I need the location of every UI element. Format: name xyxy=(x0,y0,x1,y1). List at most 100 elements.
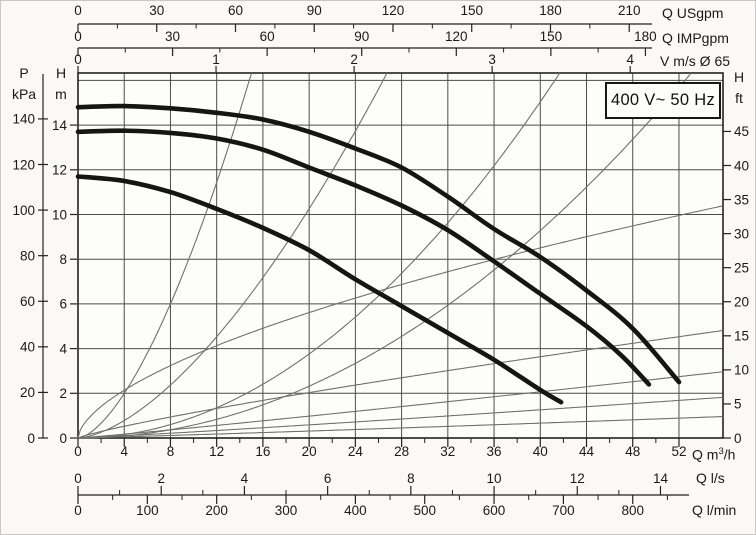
svg-text:25: 25 xyxy=(734,260,749,275)
svg-text:800: 800 xyxy=(621,503,644,518)
reference-curve xyxy=(77,72,253,439)
svg-text:200: 200 xyxy=(205,503,228,518)
svg-text:30: 30 xyxy=(165,29,180,44)
svg-text:14: 14 xyxy=(52,118,68,133)
svg-text:6: 6 xyxy=(324,471,332,486)
svg-text:0: 0 xyxy=(74,471,82,486)
svg-text:20: 20 xyxy=(302,444,317,459)
svg-text:4: 4 xyxy=(59,341,67,356)
svg-text:48: 48 xyxy=(625,444,640,459)
svg-text:36: 36 xyxy=(487,444,502,459)
reference-curve xyxy=(77,329,723,439)
pressure-axis-unit: P kPa xyxy=(5,63,43,105)
svg-text:10: 10 xyxy=(52,207,67,222)
pump-curve-low xyxy=(75,174,564,405)
svg-text:60: 60 xyxy=(260,29,275,44)
reference-curve xyxy=(77,205,724,439)
grid xyxy=(77,72,724,439)
svg-text:0: 0 xyxy=(74,503,82,518)
impgpm-axis-label: Q IMPgpm xyxy=(662,30,729,46)
svg-text:0: 0 xyxy=(74,52,82,67)
svg-text:30: 30 xyxy=(149,3,164,18)
svg-text:12: 12 xyxy=(209,444,224,459)
flow-ls-axis-label: Q l/s xyxy=(696,470,725,486)
svg-text:10: 10 xyxy=(487,471,502,486)
svg-text:0: 0 xyxy=(59,431,67,446)
pump-curve-high xyxy=(75,103,682,385)
head-m-unit-line2: m xyxy=(55,86,67,102)
svg-text:15: 15 xyxy=(734,329,749,344)
svg-text:100: 100 xyxy=(136,503,159,518)
usgpm-axis-label: Q USgpm xyxy=(662,5,724,21)
svg-text:0: 0 xyxy=(74,29,82,44)
superscript-3: 3 xyxy=(718,446,724,457)
svg-text:90: 90 xyxy=(307,3,322,18)
reference-curve xyxy=(78,416,723,439)
pressure-unit-line2: kPa xyxy=(11,86,37,102)
reference-curve xyxy=(78,72,692,439)
svg-text:40: 40 xyxy=(20,340,35,355)
svg-text:100: 100 xyxy=(12,203,35,218)
svg-text:44: 44 xyxy=(579,444,595,459)
svg-text:600: 600 xyxy=(483,503,506,518)
svg-text:35: 35 xyxy=(734,192,749,207)
svg-text:6: 6 xyxy=(59,297,67,312)
reference-curve xyxy=(77,371,723,439)
head-m-axis-unit: H m xyxy=(48,63,74,105)
svg-text:700: 700 xyxy=(552,503,575,518)
svg-text:180: 180 xyxy=(539,3,562,18)
svg-text:24: 24 xyxy=(348,444,364,459)
pressure-unit-line1: P xyxy=(19,65,29,81)
svg-text:45: 45 xyxy=(734,124,749,139)
svg-text:28: 28 xyxy=(394,444,409,459)
svg-text:500: 500 xyxy=(413,503,436,518)
svg-text:2: 2 xyxy=(157,471,165,486)
svg-text:60: 60 xyxy=(20,294,35,309)
svg-text:300: 300 xyxy=(275,503,298,518)
svg-text:0: 0 xyxy=(74,3,82,18)
svg-text:52: 52 xyxy=(671,444,686,459)
svg-text:8: 8 xyxy=(59,252,67,267)
svg-text:400: 400 xyxy=(344,503,367,518)
flow-m3h-axis-label: Q m3/h xyxy=(692,446,736,463)
svg-text:2: 2 xyxy=(350,52,358,67)
svg-text:8: 8 xyxy=(407,471,415,486)
svg-text:0: 0 xyxy=(734,431,742,446)
svg-text:4: 4 xyxy=(241,471,249,486)
head-m-unit-line1: H xyxy=(55,65,67,81)
svg-text:10: 10 xyxy=(734,363,749,378)
svg-text:5: 5 xyxy=(734,397,742,412)
svg-text:120: 120 xyxy=(445,29,468,44)
reference-curve xyxy=(78,72,561,439)
svg-text:40: 40 xyxy=(734,158,749,173)
svg-text:120: 120 xyxy=(382,3,405,18)
svg-text:80: 80 xyxy=(20,248,35,263)
svg-text:60: 60 xyxy=(228,3,243,18)
svg-text:2: 2 xyxy=(59,386,67,401)
svg-text:0: 0 xyxy=(74,444,82,459)
svg-text:12: 12 xyxy=(570,471,585,486)
svg-text:12: 12 xyxy=(52,163,67,178)
reference-curves xyxy=(77,72,724,439)
svg-text:90: 90 xyxy=(354,29,369,44)
reference-curve xyxy=(77,72,388,439)
svg-text:150: 150 xyxy=(460,3,483,18)
svg-text:16: 16 xyxy=(255,444,270,459)
head-ft-unit-line1: H xyxy=(733,69,745,85)
svg-text:4: 4 xyxy=(626,52,634,67)
velocity-axis-label: V m/s Ø 65 xyxy=(660,53,731,69)
svg-text:20: 20 xyxy=(734,295,749,310)
svg-text:0: 0 xyxy=(27,431,35,446)
svg-text:4: 4 xyxy=(120,444,128,459)
svg-text:140: 140 xyxy=(12,112,35,127)
pump-curves xyxy=(75,103,682,405)
svg-text:30: 30 xyxy=(734,226,749,241)
voltage-frequency-badge: 400 V~ 50 Hz xyxy=(605,82,721,119)
reference-curve xyxy=(77,396,723,439)
pump-curve-mid xyxy=(75,128,652,387)
svg-text:32: 32 xyxy=(440,444,455,459)
head-ft-axis-unit: H ft xyxy=(726,67,752,109)
